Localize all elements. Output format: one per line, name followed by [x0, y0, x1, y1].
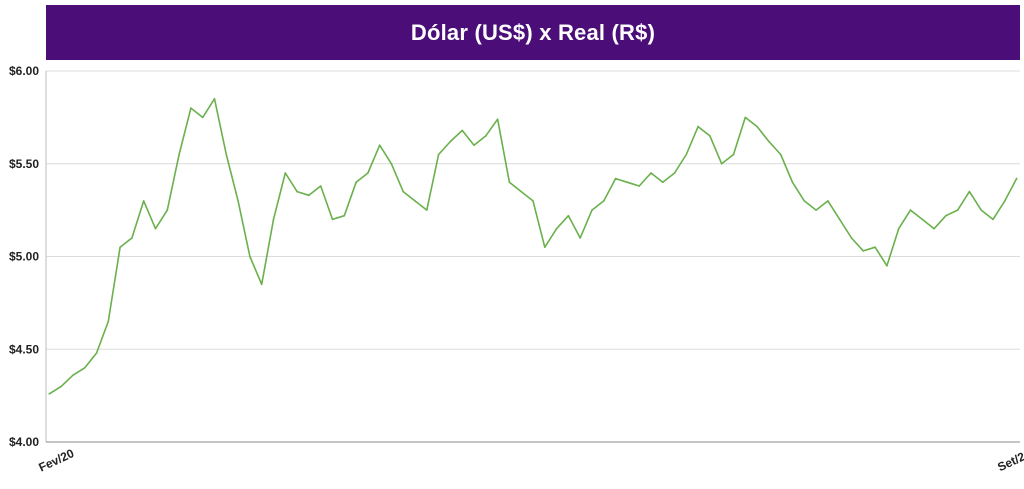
- data-point: [862, 250, 865, 252]
- data-point: [685, 153, 688, 156]
- data-point: [319, 185, 322, 187]
- data-point: [367, 172, 369, 174]
- data-point: [414, 200, 416, 202]
- data-point: [119, 246, 121, 248]
- data-point: [744, 116, 747, 119]
- data-point: [968, 190, 971, 193]
- data-point: [260, 283, 263, 286]
- data-point: [48, 393, 51, 395]
- data-point: [213, 98, 216, 100]
- data-point: [190, 107, 192, 109]
- data-point: [72, 374, 74, 377]
- data-point: [131, 237, 133, 239]
- data-point: [709, 135, 711, 137]
- data-point: [555, 227, 558, 230]
- y-tick-label: $4.00: [9, 435, 39, 449]
- data-point: [402, 190, 405, 193]
- data-point: [107, 320, 110, 323]
- data-point: [827, 200, 829, 202]
- data-point: [638, 185, 640, 187]
- data-point: [1004, 200, 1006, 202]
- data-point: [756, 125, 758, 128]
- data-point: [886, 265, 888, 267]
- data-point: [60, 385, 62, 388]
- data-point: [650, 172, 652, 174]
- data-point: [933, 227, 935, 230]
- data-point: [779, 153, 782, 156]
- data-point: [815, 209, 817, 211]
- chart-title: Dólar (US$) x Real (R$): [410, 19, 656, 45]
- data-point: [921, 218, 924, 221]
- data-point: [166, 209, 169, 211]
- data-point: [720, 163, 723, 165]
- data-point: [154, 227, 157, 230]
- data-point: [838, 218, 841, 221]
- data-point: [591, 209, 593, 211]
- data-point: [945, 214, 947, 217]
- data-point: [355, 181, 357, 184]
- data-point: [732, 153, 735, 156]
- data-point: [874, 246, 876, 248]
- x-tick-label: Set/21: [995, 446, 1024, 474]
- y-tick-label: $5.50: [9, 157, 39, 171]
- data-point: [201, 116, 204, 119]
- data-point: [579, 237, 581, 239]
- chart-title-bar: Dólar (US$) x Real (R$): [46, 5, 1020, 60]
- data-point: [626, 181, 629, 184]
- data-point: [473, 144, 475, 146]
- data-point: [520, 190, 522, 193]
- data-point: [614, 177, 617, 180]
- data-point: [803, 200, 806, 202]
- data-point: [603, 200, 605, 202]
- data-point: [437, 153, 440, 156]
- data-point: [84, 367, 86, 369]
- data-point: [225, 153, 228, 156]
- data-point: [508, 181, 511, 184]
- data-point: [768, 140, 770, 143]
- data-point: [544, 246, 546, 248]
- data-point: [992, 218, 994, 221]
- data-point: [791, 181, 794, 184]
- data-point: [284, 172, 287, 174]
- data-point: [296, 190, 298, 193]
- data-point: [272, 218, 275, 221]
- data-point: [485, 135, 487, 137]
- y-tick-label: $6.00: [9, 64, 39, 78]
- data-point: [662, 181, 664, 184]
- data-point: [567, 214, 570, 217]
- data-point: [378, 144, 381, 146]
- data-point: [142, 200, 145, 202]
- data-point: [343, 214, 346, 217]
- data-point: [461, 129, 464, 132]
- data-point: [178, 153, 180, 156]
- data-point: [390, 163, 393, 165]
- data-point: [673, 172, 676, 174]
- data-point: [850, 237, 853, 239]
- data-point: [249, 255, 251, 258]
- data-point: [532, 200, 534, 202]
- y-tick-label: $4.50: [9, 342, 39, 356]
- data-point: [308, 194, 310, 197]
- data-point: [237, 200, 239, 202]
- data-point: [426, 209, 428, 211]
- data-point: [1015, 177, 1018, 180]
- data-point: [697, 125, 699, 128]
- data-point: [980, 209, 982, 211]
- data-point: [95, 352, 98, 354]
- data-point: [331, 218, 334, 221]
- data-point: [956, 209, 959, 211]
- data-point: [897, 227, 900, 230]
- data-point: [909, 209, 912, 211]
- y-tick-label: $5.00: [9, 250, 39, 264]
- data-point: [496, 118, 499, 120]
- data-point: [449, 140, 452, 143]
- x-tick-label: Fev/20: [36, 446, 76, 475]
